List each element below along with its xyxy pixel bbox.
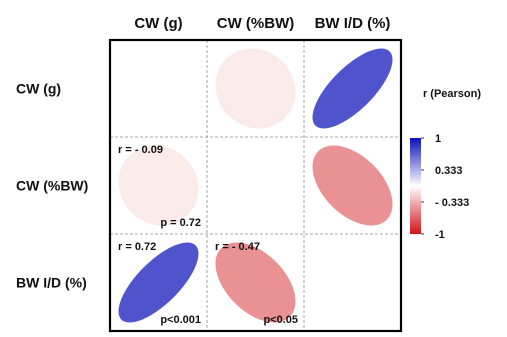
r-value-label: r = - 0.47: [215, 241, 260, 253]
p-value-label: p<0.05: [263, 314, 298, 326]
legend-tick-label: - 0.333: [435, 197, 469, 209]
r-value-label: r = 0.72: [118, 241, 156, 253]
plot-frame: [108, 38, 403, 333]
p-value-label: p = 0.72: [160, 217, 201, 229]
column-label-bw-i-d: BW I/D (%): [315, 15, 391, 32]
legend-tick-label: -1: [435, 229, 445, 241]
correlation-ellipse: [118, 145, 199, 226]
legend-title: r (Pearson): [423, 88, 481, 100]
row-label-bw-i-d: BW I/D (%): [16, 275, 87, 291]
legend-colorbar: [410, 138, 421, 234]
legend-tick-label: 1: [435, 133, 441, 145]
correlation-ellipse: [118, 242, 199, 323]
r-value-label: r = - 0.09: [118, 144, 163, 156]
correlation-ellipse: [215, 242, 296, 323]
column-label-cw-g: CW (g): [134, 15, 182, 32]
p-value-label: p<0.001: [160, 314, 201, 326]
correlation-ellipse: [215, 48, 296, 129]
correlation-ellipse: [312, 145, 393, 226]
row-label-cw-g: CW (g): [16, 81, 61, 97]
row-label-cw-bw: CW (%BW): [16, 178, 88, 194]
legend-tick-label: 0.333: [435, 165, 463, 177]
column-label-cw-bw: CW (%BW): [217, 15, 294, 32]
correlation-ellipse: [312, 48, 393, 129]
